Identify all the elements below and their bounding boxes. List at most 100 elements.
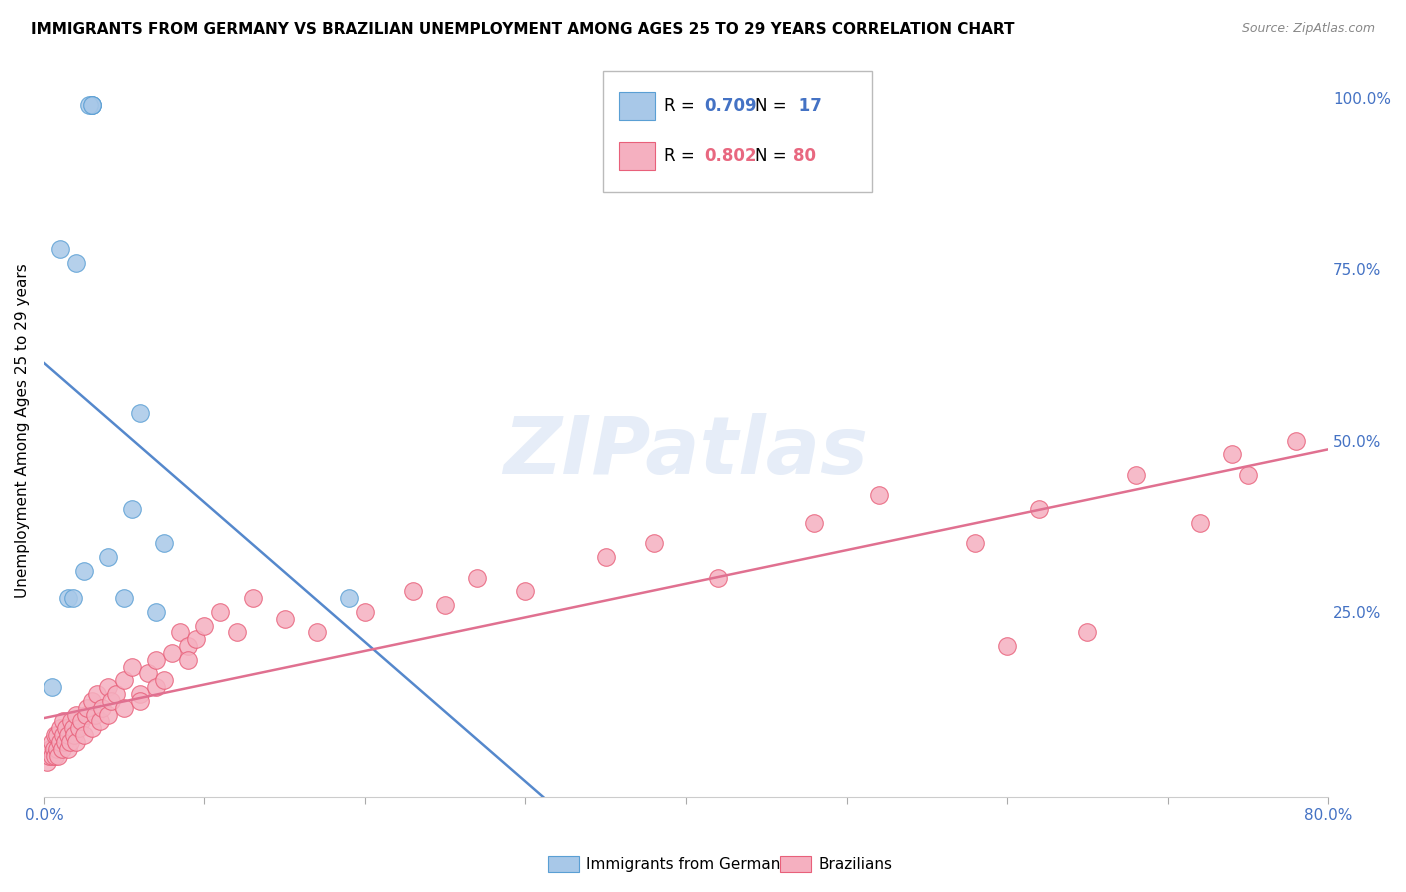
Point bbox=[1237, 467, 1260, 482]
Point bbox=[44, 748, 66, 763]
Point bbox=[90, 700, 112, 714]
Point bbox=[76, 700, 98, 714]
Point bbox=[643, 536, 665, 550]
Point bbox=[58, 735, 80, 749]
Point bbox=[515, 584, 537, 599]
Point bbox=[56, 591, 79, 606]
Point bbox=[129, 687, 152, 701]
Point bbox=[80, 98, 103, 112]
Point bbox=[80, 98, 103, 112]
Text: ZIPatlas: ZIPatlas bbox=[503, 413, 869, 491]
Point bbox=[177, 653, 200, 667]
Point bbox=[53, 735, 76, 749]
Point bbox=[39, 741, 62, 756]
Point bbox=[337, 591, 360, 606]
Point bbox=[1076, 625, 1098, 640]
Point bbox=[153, 673, 176, 688]
Point bbox=[112, 700, 135, 714]
Point bbox=[112, 591, 135, 606]
Point bbox=[225, 625, 247, 640]
Point bbox=[41, 680, 63, 694]
Point bbox=[1125, 467, 1147, 482]
Point bbox=[305, 625, 328, 640]
Point bbox=[62, 721, 84, 735]
Point bbox=[86, 687, 108, 701]
Text: Brazilians: Brazilians bbox=[818, 857, 893, 871]
Point bbox=[129, 406, 152, 420]
Point bbox=[145, 605, 167, 619]
Point bbox=[46, 748, 69, 763]
Point bbox=[97, 549, 120, 564]
Point bbox=[45, 728, 67, 742]
Point bbox=[77, 98, 100, 112]
Point bbox=[707, 571, 730, 585]
Point bbox=[65, 255, 87, 269]
Point bbox=[55, 721, 77, 735]
Point bbox=[193, 618, 215, 632]
Text: R =: R = bbox=[664, 146, 700, 165]
Text: N =: N = bbox=[755, 146, 792, 165]
Point bbox=[97, 680, 120, 694]
Text: IMMIGRANTS FROM GERMANY VS BRAZILIAN UNEMPLOYMENT AMONG AGES 25 TO 29 YEARS CORR: IMMIGRANTS FROM GERMANY VS BRAZILIAN UNE… bbox=[31, 22, 1015, 37]
Text: 80: 80 bbox=[793, 146, 815, 165]
Point bbox=[56, 741, 79, 756]
Point bbox=[51, 741, 73, 756]
Point bbox=[209, 605, 232, 619]
Y-axis label: Unemployment Among Ages 25 to 29 years: Unemployment Among Ages 25 to 29 years bbox=[15, 263, 30, 598]
Point bbox=[112, 673, 135, 688]
Point bbox=[465, 571, 488, 585]
Point bbox=[62, 591, 84, 606]
Point bbox=[177, 639, 200, 653]
Point bbox=[35, 756, 58, 770]
Point bbox=[595, 549, 617, 564]
Point bbox=[52, 714, 75, 729]
Point bbox=[75, 707, 97, 722]
Text: R =: R = bbox=[664, 97, 700, 115]
Point bbox=[38, 748, 60, 763]
Point bbox=[80, 721, 103, 735]
Point bbox=[100, 694, 122, 708]
Point bbox=[69, 714, 91, 729]
Point bbox=[80, 694, 103, 708]
Text: Source: ZipAtlas.com: Source: ZipAtlas.com bbox=[1241, 22, 1375, 36]
Point bbox=[60, 714, 83, 729]
FancyBboxPatch shape bbox=[619, 142, 655, 169]
Point bbox=[41, 735, 63, 749]
Point bbox=[136, 666, 159, 681]
Point bbox=[56, 728, 79, 742]
Point bbox=[145, 680, 167, 694]
Point bbox=[242, 591, 264, 606]
Text: N =: N = bbox=[755, 97, 792, 115]
Point bbox=[868, 488, 890, 502]
Point bbox=[52, 728, 75, 742]
Point bbox=[67, 721, 90, 735]
Point bbox=[65, 735, 87, 749]
Point bbox=[995, 639, 1018, 653]
Point bbox=[63, 728, 86, 742]
Point bbox=[402, 584, 425, 599]
Point bbox=[186, 632, 208, 647]
Point bbox=[41, 748, 63, 763]
Point bbox=[434, 598, 457, 612]
Point bbox=[65, 707, 87, 722]
Point bbox=[121, 659, 143, 673]
Point bbox=[121, 502, 143, 516]
Point bbox=[49, 735, 72, 749]
Text: 0.802: 0.802 bbox=[704, 146, 756, 165]
Point bbox=[84, 707, 107, 722]
Point bbox=[153, 536, 176, 550]
Point bbox=[80, 98, 103, 112]
Point bbox=[97, 707, 120, 722]
Point bbox=[169, 625, 191, 640]
Point bbox=[73, 564, 96, 578]
Point bbox=[105, 687, 128, 701]
Point bbox=[45, 741, 67, 756]
Point bbox=[1220, 447, 1243, 461]
Point bbox=[49, 242, 72, 256]
Point bbox=[273, 612, 295, 626]
Point bbox=[354, 605, 377, 619]
FancyBboxPatch shape bbox=[619, 92, 655, 120]
Point bbox=[129, 694, 152, 708]
Point bbox=[73, 728, 96, 742]
Point bbox=[145, 653, 167, 667]
